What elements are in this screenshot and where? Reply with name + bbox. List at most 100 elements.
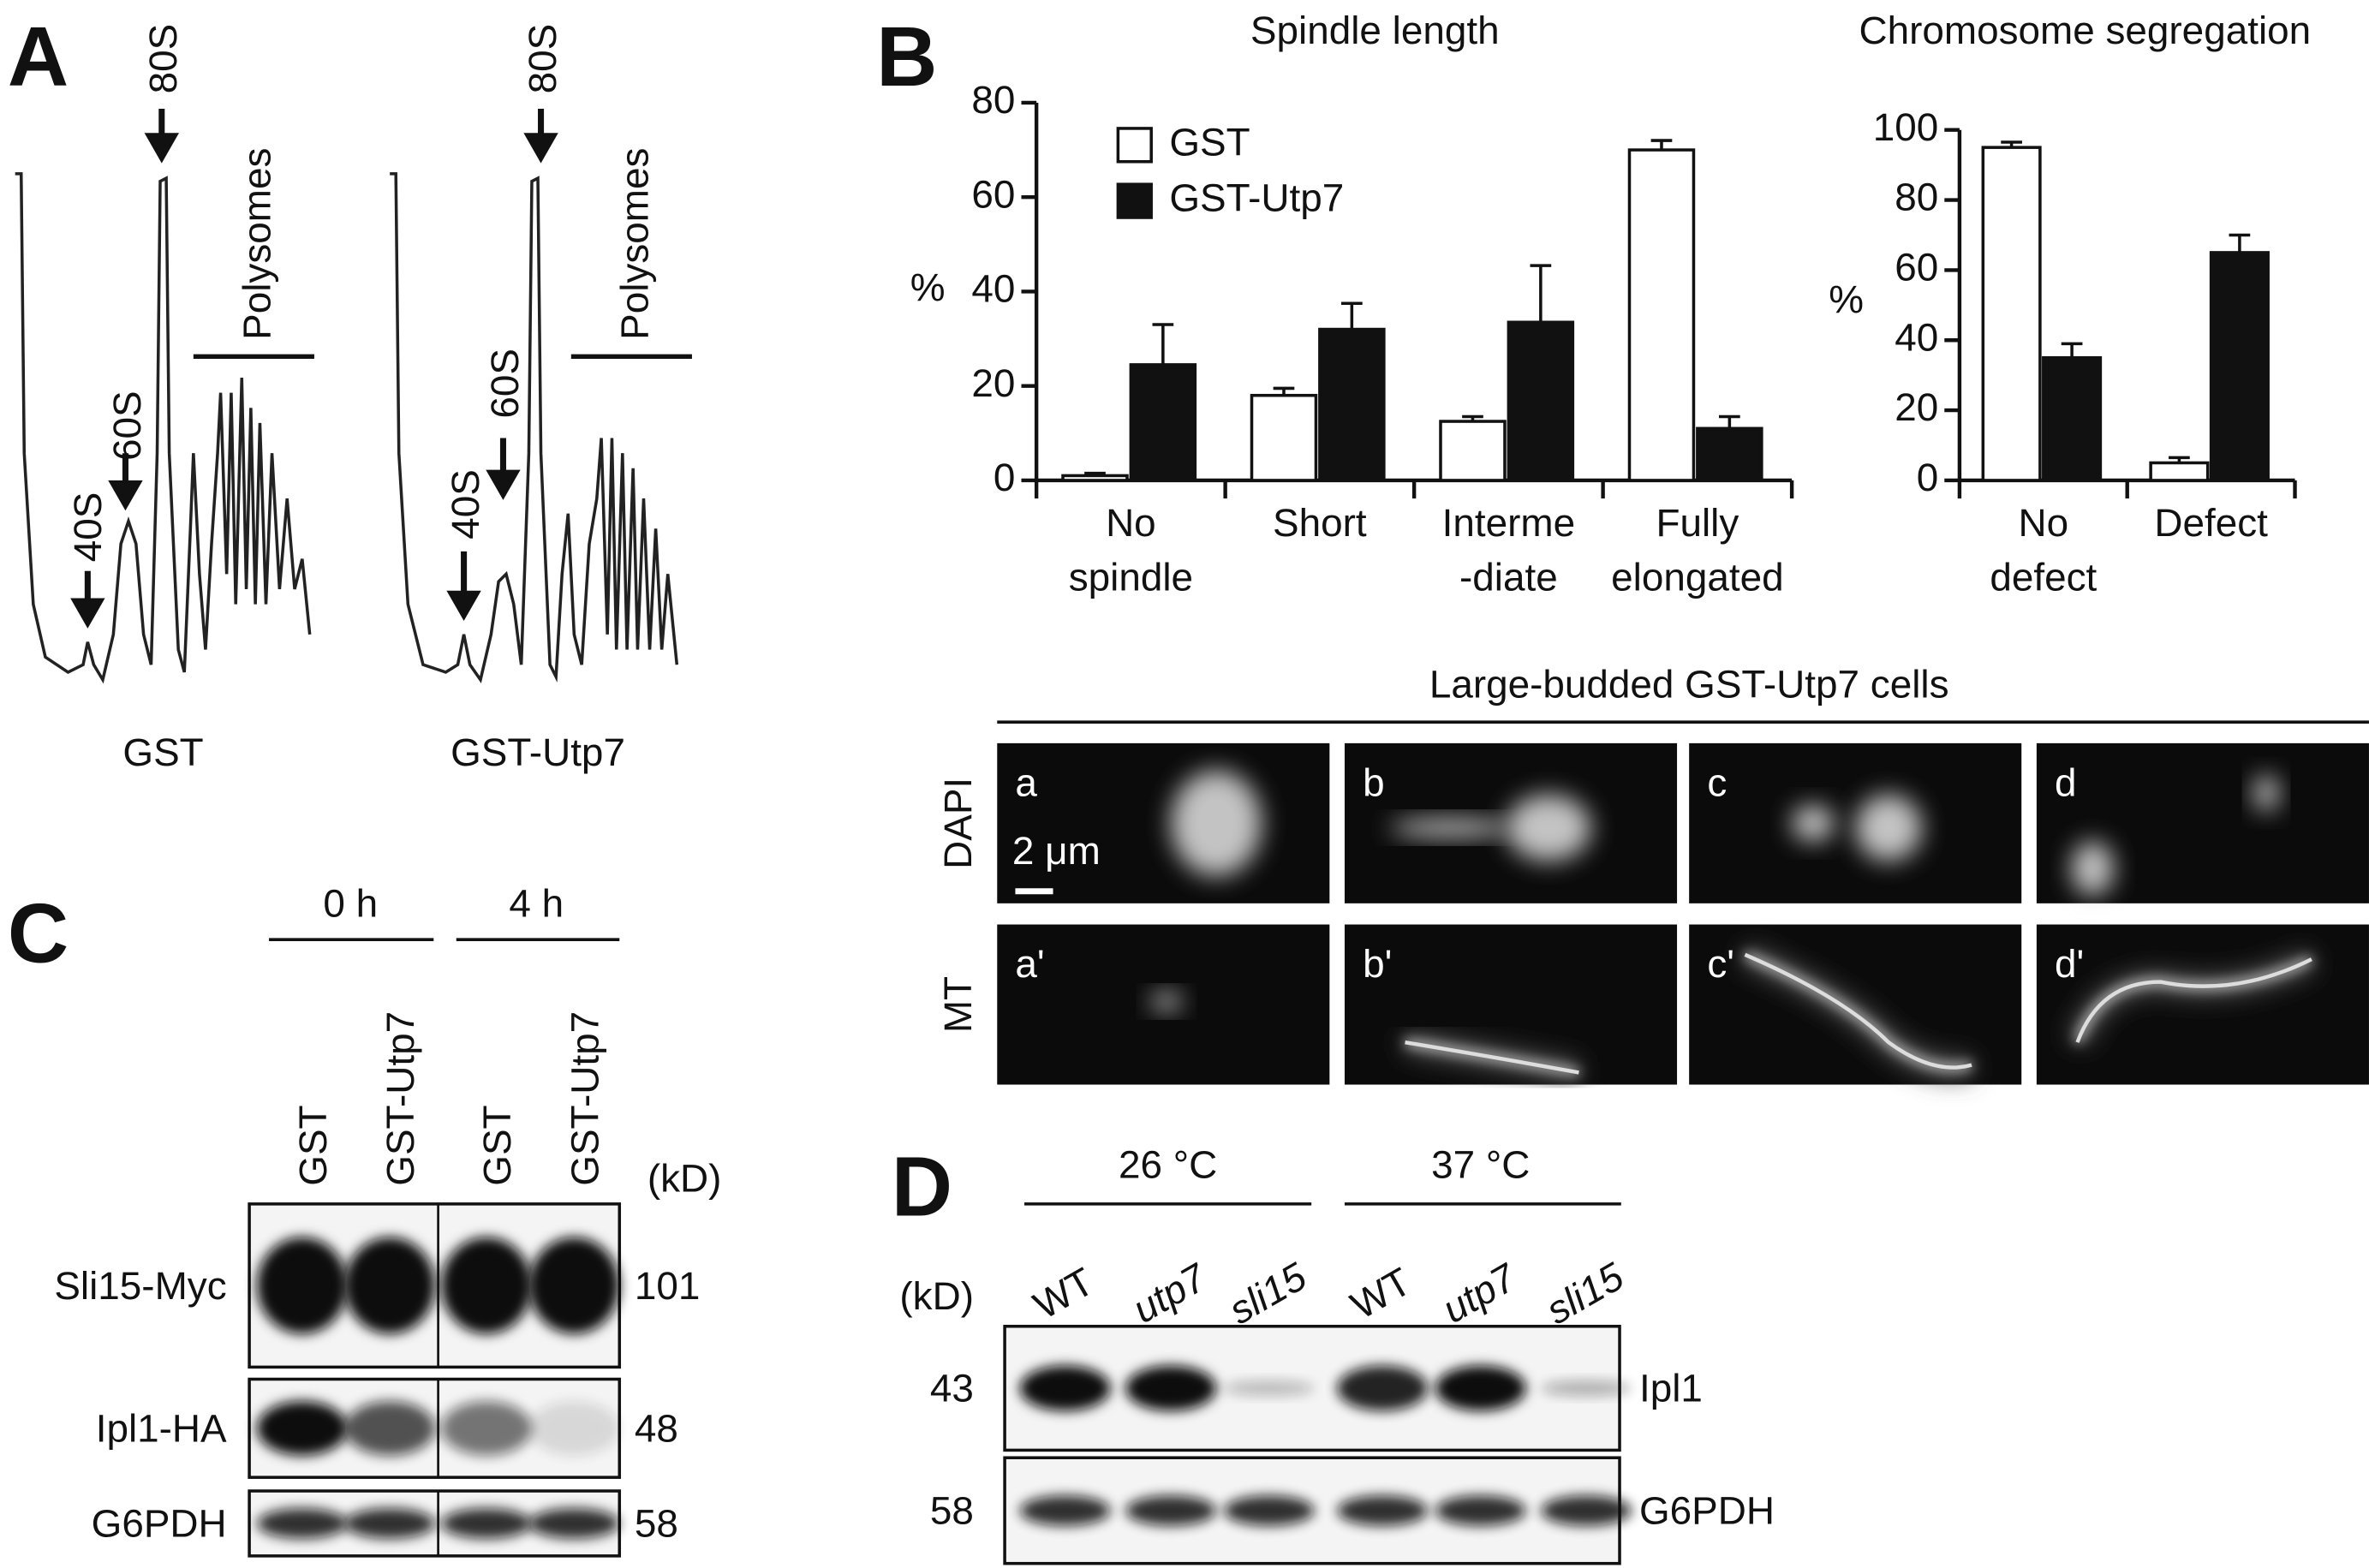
x-tick-label: Interme (1442, 500, 1575, 545)
bar (1061, 474, 1129, 482)
microtubule (1744, 952, 1972, 1070)
signal (2071, 841, 2114, 897)
band (1125, 1495, 1217, 1526)
timepoint: 4 h (509, 880, 564, 925)
y-axis-label: % (910, 265, 946, 309)
y-tick-label: 20 (1895, 385, 1938, 429)
signal (1506, 794, 1591, 862)
signal (2253, 774, 2279, 812)
band (528, 1508, 620, 1539)
band (256, 1508, 348, 1539)
kd-label: 101 (635, 1263, 701, 1308)
lane-label: GST (290, 1105, 335, 1185)
legend-swatch (1116, 182, 1153, 219)
bar (2149, 461, 2210, 482)
band (256, 1237, 348, 1334)
band (1019, 1365, 1111, 1411)
x-tick-label: defect (1990, 554, 2097, 599)
unit: (kD) (647, 1156, 722, 1201)
bar (1696, 426, 1763, 482)
bar (1250, 393, 1318, 482)
y-tick-label: 60 (971, 171, 1015, 216)
chart-title: Chromosome segregation (1859, 8, 2311, 52)
y-tick-label: 80 (1895, 175, 1938, 219)
row-label: DAPI (935, 778, 980, 869)
y-axis-label: % (1829, 277, 1864, 321)
legend-label: GST-Utp7 (1169, 176, 1344, 220)
bar (2042, 355, 2103, 482)
y-tick-label: 20 (971, 361, 1015, 405)
y-tick-label: 80 (971, 77, 1015, 122)
band (1435, 1495, 1526, 1526)
lane-label: WT (1026, 1259, 1101, 1328)
signal (1389, 819, 1512, 838)
lane-label: sli15 (1221, 1254, 1314, 1333)
peak-label: 60S (104, 391, 149, 461)
cell-label: d (2055, 760, 2077, 804)
row-label: Sli15-Myc (54, 1263, 226, 1308)
legend-label: GST (1169, 119, 1250, 164)
band (528, 1401, 620, 1456)
x-tick-label: No (1106, 500, 1156, 545)
panel-label: A (8, 9, 69, 104)
cell-label: b' (1363, 941, 1392, 986)
y-tick-label: 60 (1895, 245, 1938, 289)
lane-label: utp7 (1125, 1255, 1215, 1332)
lane-label: GST-Utp7 (562, 1011, 606, 1186)
row-label: Ipl1-HA (96, 1405, 227, 1450)
band (441, 1237, 532, 1334)
x-tick-label: elongated (1611, 554, 1783, 599)
cell-label: d' (2055, 941, 2084, 986)
temperature: 26 °C (1119, 1142, 1217, 1187)
lane-label: utp7 (1435, 1255, 1525, 1332)
band (1337, 1495, 1428, 1526)
charts: Spindle length% 0 20 40 60 80 No spindle Short In… (910, 8, 2311, 599)
micrographs: a b c d a' b' c' d' 2 μm (997, 742, 2369, 1085)
band (528, 1237, 620, 1334)
band (441, 1508, 532, 1539)
kd-label: 58 (930, 1488, 974, 1533)
lane-label: sli15 (1538, 1254, 1631, 1333)
band (1541, 1380, 1632, 1396)
scale-bar-label: 2 μm (1012, 828, 1101, 873)
lane-label: GST (474, 1105, 519, 1185)
bar (1129, 363, 1197, 482)
band (1337, 1365, 1428, 1411)
arrows (70, 109, 692, 629)
band (344, 1508, 436, 1539)
cell-label: c' (1707, 941, 1734, 986)
signal (1855, 794, 1922, 862)
y-tick-label: 40 (971, 266, 1015, 311)
row-label: Ipl1 (1639, 1366, 1703, 1410)
band (344, 1401, 436, 1456)
band (1223, 1380, 1315, 1396)
chart-title: Spindle length (1250, 8, 1500, 52)
cell-label: c (1707, 760, 1727, 804)
bar (1439, 420, 1507, 482)
row-label: MT (935, 976, 980, 1033)
band (344, 1237, 436, 1334)
kd-label: 43 (930, 1366, 974, 1410)
lane-label: WT (1343, 1259, 1418, 1328)
western-blot: GST GST-Utp7 GST GST-Utp7 Sli15-Myc 101 Ipl1-H… (54, 1011, 701, 1558)
kd-label: 58 (635, 1501, 678, 1546)
microtubule (1405, 1040, 1579, 1075)
timepoint: 0 h (323, 880, 378, 925)
signal (1792, 805, 1835, 842)
microscopy-title: Large-budded GST-Utp7 cells (1429, 662, 1949, 706)
peak-label: 80S (520, 24, 564, 94)
band (441, 1401, 532, 1456)
polysome-label: Polysomes (612, 148, 657, 340)
signal (1151, 992, 1182, 1011)
unit: (kD) (899, 1273, 974, 1318)
bar (1318, 327, 1386, 482)
panel-label: C (8, 885, 69, 980)
x-tick-label: Defect (2154, 500, 2268, 545)
lane-label: GST-Utp7 (378, 1011, 422, 1186)
bar (1627, 148, 1696, 482)
kd-label: 48 (635, 1405, 678, 1450)
bar (1507, 320, 1575, 482)
row-label: G6PDH (1639, 1488, 1775, 1533)
